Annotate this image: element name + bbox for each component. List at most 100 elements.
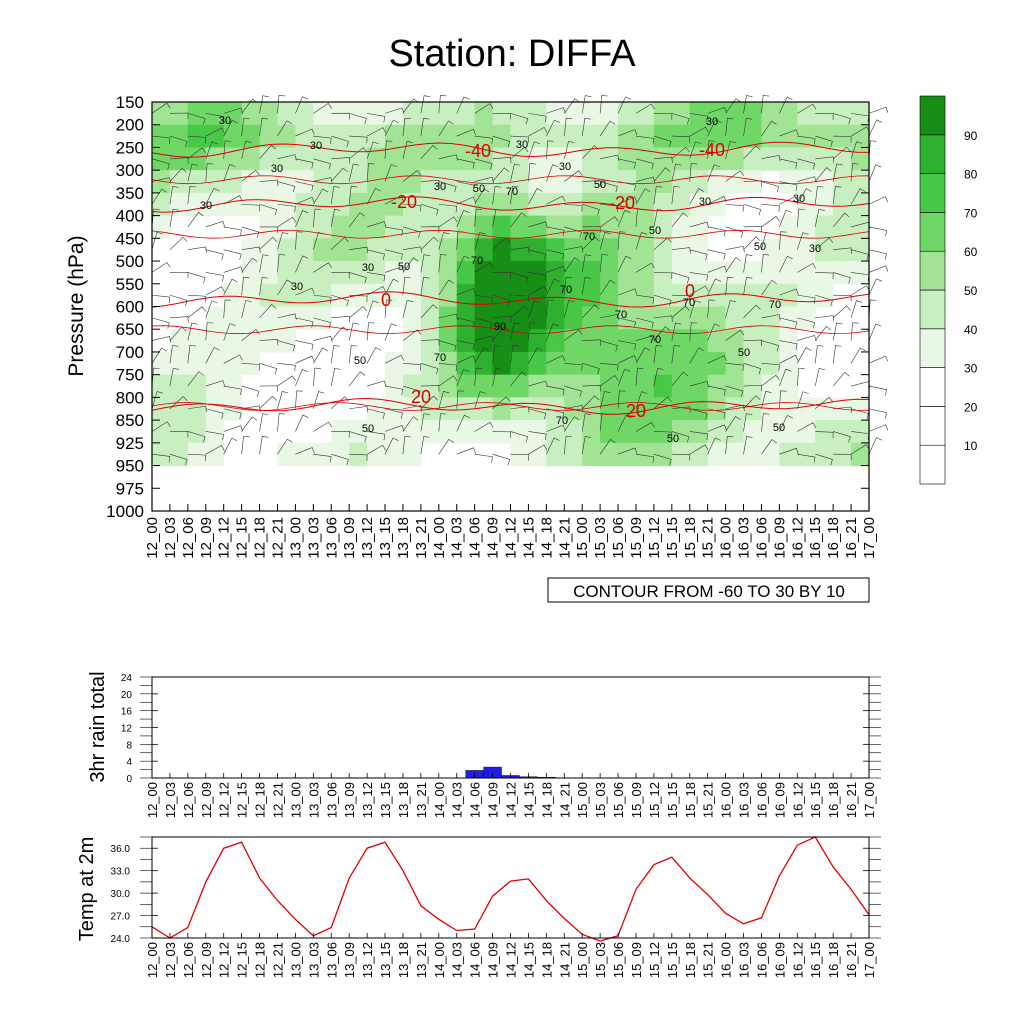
humidity-cell — [510, 102, 530, 126]
humidity-cell — [456, 329, 476, 353]
humidity-label: 30 — [219, 115, 231, 127]
wind-barb — [348, 147, 368, 160]
humidity-cell — [277, 215, 296, 239]
humidity-cell — [689, 420, 709, 444]
x-tick-label: 15_15 — [664, 517, 681, 559]
humidity-cell — [671, 215, 691, 239]
humidity-cell — [528, 283, 547, 308]
wind-barb — [510, 247, 530, 254]
wind-barb — [563, 435, 573, 455]
wind-barb — [241, 246, 261, 253]
wind-barb — [492, 431, 511, 438]
wind-barb — [259, 203, 278, 216]
wind-barb — [349, 453, 368, 461]
wind-barb — [295, 210, 309, 228]
wind-barb — [850, 300, 863, 318]
wind-barb — [814, 208, 825, 228]
wind-barb — [564, 416, 580, 432]
temp-contour — [151, 291, 870, 308]
wind-barb — [259, 236, 277, 250]
wind-barb — [205, 249, 224, 260]
humidity-cell — [600, 147, 619, 171]
humidity-cell — [653, 283, 673, 308]
humidity-cell — [152, 102, 171, 126]
humidity-cell — [385, 283, 404, 308]
humidity-cell — [456, 374, 476, 398]
wind-barb — [581, 436, 592, 455]
wind-barb — [743, 236, 761, 250]
wind-barb — [420, 304, 438, 319]
wind-barb — [689, 347, 705, 364]
wind-barb — [205, 113, 224, 123]
humidity-cell — [223, 397, 243, 421]
wind-barb — [671, 247, 691, 254]
wind-barb — [187, 294, 207, 303]
humidity-cell — [510, 351, 530, 376]
wind-barb — [456, 368, 470, 387]
wind-barb — [313, 367, 321, 387]
wind-barb — [492, 135, 511, 148]
wind-barb — [402, 170, 422, 182]
wind-barb — [707, 323, 721, 341]
humidity-cell — [295, 261, 314, 285]
wind-barb — [599, 216, 619, 228]
humidity-cell — [277, 124, 296, 149]
wind-barb — [564, 226, 582, 238]
humidity-label: 30 — [200, 200, 212, 212]
humidity-cell — [474, 351, 494, 376]
humidity-cell — [402, 147, 422, 171]
wind-barb — [420, 236, 439, 250]
humidity-cell — [402, 420, 422, 444]
wind-barb — [797, 453, 816, 463]
humidity-cell — [671, 351, 691, 376]
humidity-cell — [618, 329, 637, 353]
humidity-cell — [295, 102, 314, 126]
wind-barb — [617, 414, 632, 432]
humidity-label: 70 — [615, 309, 627, 321]
x-tick-label: 15_00 — [574, 517, 591, 559]
wind-barb — [366, 444, 386, 455]
humidity-label: 30 — [271, 163, 283, 175]
wind-barb — [331, 157, 350, 164]
wind-barb — [797, 422, 817, 432]
wind-barb — [743, 395, 761, 409]
rain-x-label: 12_15 — [235, 782, 250, 818]
wind-barb — [384, 140, 393, 159]
humidity-cell — [169, 442, 189, 467]
humidity-cell — [349, 102, 368, 126]
humidity-cell — [725, 374, 745, 398]
humidity-cell — [313, 215, 332, 239]
humidity-cell — [707, 306, 727, 330]
temp-frame — [151, 836, 870, 939]
wind-barb — [259, 385, 278, 392]
contour-label: 20 — [626, 401, 646, 421]
wind-barb — [653, 208, 664, 228]
humidity-cell — [653, 124, 673, 149]
wind-barbs — [151, 95, 889, 466]
humidity-cell — [474, 215, 494, 239]
temp-contour — [151, 325, 870, 335]
humidity-label: 50 — [649, 225, 661, 237]
wind-barb — [420, 363, 439, 375]
wind-barb — [474, 208, 483, 227]
wind-barb — [205, 220, 226, 228]
wind-barb — [546, 278, 560, 296]
wind-barb — [259, 276, 269, 296]
wind-barb — [277, 375, 297, 387]
humidity-cell — [725, 283, 745, 308]
wind-barb — [671, 163, 682, 182]
wind-barb — [761, 314, 781, 321]
wind-barb — [438, 413, 447, 432]
humidity-cell — [223, 374, 243, 398]
rain-x-label: 15_00 — [575, 782, 590, 818]
wind-barb — [868, 385, 887, 396]
wind-barb — [868, 226, 888, 237]
wind-barb — [313, 262, 332, 273]
wind-barb — [384, 323, 398, 341]
humidity-cell — [367, 147, 386, 171]
humidity-cell — [474, 261, 494, 285]
humidity-cell — [510, 329, 530, 353]
wind-barb — [832, 322, 843, 341]
wind-barb — [725, 257, 741, 273]
humidity-cell — [635, 238, 655, 262]
